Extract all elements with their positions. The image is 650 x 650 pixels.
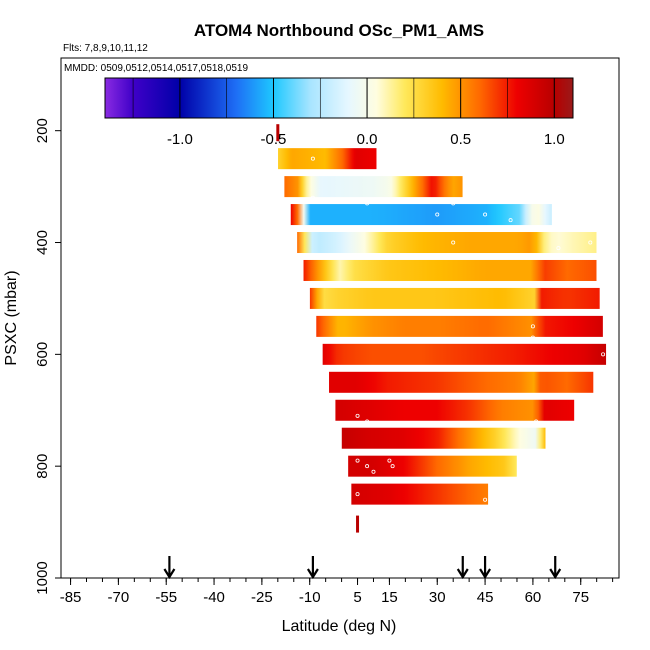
x-tick-label: 45 <box>477 589 494 606</box>
sample-point <box>355 458 360 463</box>
heatmap-band-350 <box>290 204 552 226</box>
colorbar-tick-label: -0.5 <box>261 131 287 148</box>
heatmap-band-900 <box>356 515 360 533</box>
x-tick-label: 30 <box>429 589 446 606</box>
sample-point <box>355 413 360 418</box>
colorbar-tick-label: 0.0 <box>357 131 378 148</box>
sample-point <box>534 419 539 424</box>
heatmap-band-250 <box>278 148 377 170</box>
profile-arrow <box>549 556 562 580</box>
sample-point <box>601 352 606 357</box>
sample-point <box>387 458 392 463</box>
sample-points <box>310 156 606 502</box>
y-tick-label: 800 <box>34 454 51 479</box>
colorbar-tick-label: 0.5 <box>450 131 471 148</box>
profile-arrows <box>163 556 562 580</box>
heatmap-band-800 <box>348 455 517 477</box>
x-tick-label: 75 <box>572 589 589 606</box>
sample-point <box>310 195 315 200</box>
colorbar-tick-label: -1.0 <box>167 131 193 148</box>
profile-arrow <box>163 556 176 580</box>
sample-point <box>355 492 360 497</box>
sample-point <box>365 419 370 424</box>
chart-title: ATOM4 Northbound OSc_PM1_AMS <box>194 21 484 40</box>
profile-arrow <box>456 556 469 580</box>
heatmap-band-600 <box>322 343 607 365</box>
heatmap-band-850 <box>351 483 489 505</box>
heatmap-band-450 <box>303 259 597 281</box>
dates-note: MMDD: 0509,0512,0514,0517,0518,0519 <box>64 63 248 74</box>
heatmap-band-500 <box>309 287 600 309</box>
heatmap-band-550 <box>316 315 603 337</box>
x-tick-label: -85 <box>60 589 82 606</box>
heatmap <box>276 124 607 533</box>
sample-point <box>483 212 488 217</box>
profile-arrow <box>306 556 319 580</box>
heatmap-band-750 <box>341 427 546 449</box>
x-tick-label: -25 <box>251 589 273 606</box>
colorbar-tick-label: 1.0 <box>544 131 565 148</box>
heatmap-band-300 <box>284 176 463 198</box>
sample-point <box>365 201 370 206</box>
colorbar-frame <box>104 77 574 119</box>
heatmap-band-400 <box>297 232 597 254</box>
x-tick-label: 15 <box>381 589 398 606</box>
x-tick-label: -10 <box>299 589 321 606</box>
sample-point <box>371 469 376 474</box>
x-tick-label: 5 <box>353 589 361 606</box>
y-tick-label: 400 <box>34 230 51 255</box>
sample-point <box>556 246 561 251</box>
profile-arrow <box>479 556 492 580</box>
y-axis-label: PSXC (mbar) <box>3 270 20 365</box>
colorbar-gradient <box>105 78 573 118</box>
heatmap-band-650 <box>329 371 594 393</box>
sample-point <box>451 240 456 245</box>
y-tick-label: 1000 <box>34 561 51 594</box>
x-axis-label: Latitude (deg N) <box>282 618 397 635</box>
x-tick-label: -55 <box>155 589 177 606</box>
sample-point <box>365 464 370 469</box>
heatmap-band-200 <box>276 124 280 142</box>
sample-point <box>435 212 440 217</box>
sample-point <box>451 201 456 206</box>
sample-point <box>588 240 593 245</box>
x-tick-label: -70 <box>108 589 130 606</box>
colorbar: -1.0 -0.5 0.0 0.5 1.0 <box>104 77 574 148</box>
x-axis: -85 -70 -55 -40 -25 -10 5 15 30 45 60 75 <box>60 578 614 606</box>
y-axis: 200 400 600 800 1000 <box>34 118 61 595</box>
flights-note: Flts: 7,8,9,10,11,12 <box>63 43 148 54</box>
x-tick-label: 60 <box>525 589 542 606</box>
sample-point <box>530 324 535 329</box>
sample-point <box>530 335 535 340</box>
x-tick-label: -40 <box>203 589 225 606</box>
sample-point <box>390 464 395 469</box>
sample-point <box>483 497 488 502</box>
y-tick-label: 200 <box>34 118 51 143</box>
sample-point <box>310 156 315 161</box>
sample-point <box>508 218 513 223</box>
heatmap-band-700 <box>335 399 575 421</box>
y-tick-label: 600 <box>34 342 51 367</box>
plot-frame <box>60 57 620 579</box>
